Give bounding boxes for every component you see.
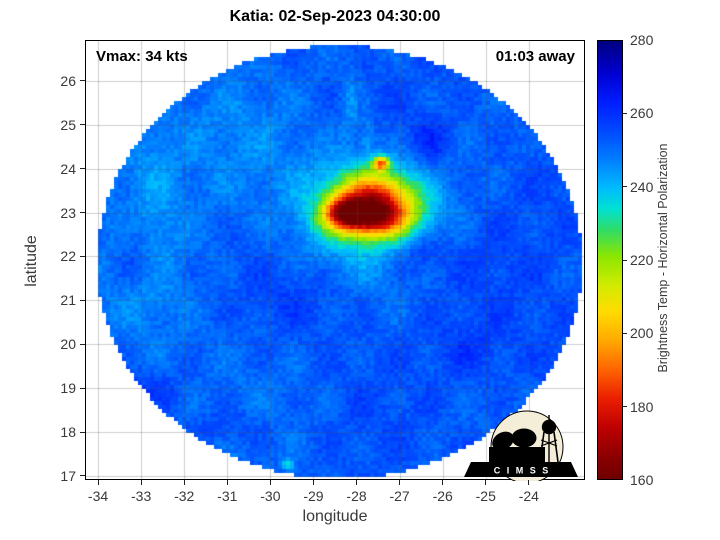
x-tick-label: -26 [432, 488, 453, 504]
x-tick-label: -31 [217, 488, 238, 504]
colorbar-tick-label: 240 [630, 178, 654, 195]
colorbar-tick-label: 280 [630, 32, 654, 48]
colorbar-tick-label: 260 [630, 105, 654, 122]
x-tick-label: -27 [389, 488, 410, 504]
colorbar-tick-mark [623, 186, 627, 188]
x-tick-label: -33 [131, 488, 152, 504]
y-tick-mark [80, 431, 85, 433]
x-tick-mark [226, 480, 228, 485]
x-tick-label: -25 [475, 488, 496, 504]
logo-banner [464, 462, 578, 477]
cimss-logo-text: C I M S S [494, 466, 551, 476]
y-tick-label: 25 [60, 116, 76, 133]
y-tick-label: 19 [60, 380, 76, 397]
colorbar-tick-label: 220 [630, 252, 654, 268]
y-tick-label: 24 [60, 160, 76, 177]
vmax-label: Vmax: 34 kts [96, 48, 188, 65]
x-tick-mark [183, 480, 185, 485]
y-tick-mark [80, 255, 85, 257]
chart-title: Katia: 02-Sep-2023 04:30:00 [229, 8, 441, 25]
y-tick-mark [80, 212, 85, 214]
x-tick-label: -28 [346, 488, 367, 504]
x-tick-mark [312, 480, 314, 485]
y-tick-mark [80, 124, 85, 126]
colorbar [597, 40, 623, 480]
logo-dish-icons [489, 428, 545, 463]
y-tick-mark [80, 168, 85, 170]
x-tick-label: -32 [174, 488, 195, 504]
eta-label: 01:03 away [495, 48, 575, 65]
y-tick-mark [80, 80, 85, 82]
colorbar-tick-mark [623, 406, 627, 408]
x-tick-mark [97, 480, 99, 485]
colorbar-tick-label: 160 [630, 472, 654, 488]
x-tick-mark [399, 480, 401, 485]
x-tick-mark [356, 480, 358, 485]
colorbar-tick-label: 180 [630, 398, 654, 415]
x-tick-label: -34 [87, 488, 109, 504]
y-tick-mark [80, 343, 85, 345]
x-tick-mark [269, 480, 271, 485]
plot-area: Vmax: 34 kts 01:03 away C I M S S [85, 40, 585, 481]
x-tick-label: -24 [518, 488, 539, 504]
y-tick-label: 22 [60, 248, 76, 265]
y-tick-label: 21 [60, 292, 76, 309]
x-tick-mark [442, 480, 444, 485]
y-tick-label: 26 [60, 72, 76, 89]
y-tick-label: 17 [60, 467, 76, 484]
y-tick-label: 18 [60, 424, 76, 441]
x-tick-label: -29 [303, 488, 324, 504]
x-tick-label: -30 [260, 488, 281, 504]
colorbar-tick-mark [623, 259, 627, 261]
y-tick-mark [80, 299, 85, 301]
colorbar-tick-mark [623, 332, 627, 334]
logo-tower-ball [541, 419, 557, 435]
y-tick-label: 20 [60, 336, 76, 353]
x-tick-mark [485, 480, 487, 485]
logo-water-tower-icon [539, 415, 559, 463]
cimss-logo: C I M S S [464, 410, 578, 481]
y-tick-mark [80, 475, 85, 477]
y-tick-label: 23 [60, 204, 76, 221]
colorbar-tick-label: 200 [630, 325, 654, 342]
y-axis-label: latitude [23, 235, 40, 287]
x-axis-label: longitude [302, 508, 368, 525]
satellite-swath-canvas [86, 41, 584, 479]
x-tick-mark [140, 480, 142, 485]
colorbar-tick-mark [623, 112, 627, 114]
x-tick-mark [528, 480, 530, 485]
y-tick-mark [80, 387, 85, 389]
